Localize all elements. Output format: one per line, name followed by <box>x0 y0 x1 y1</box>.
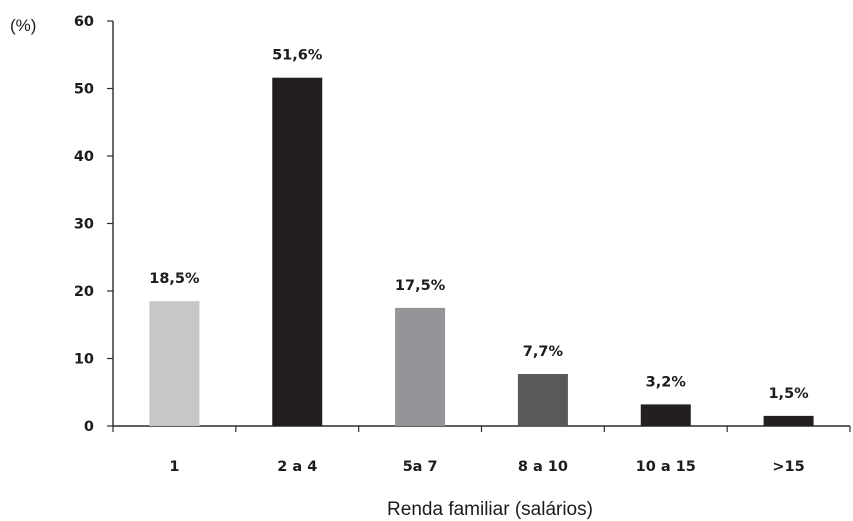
y-axis-unit-label: (%) <box>10 16 36 35</box>
y-tick-label: 40 <box>74 149 94 165</box>
x-axis-title: Renda familiar (salários) <box>387 499 593 520</box>
data-label: 3,2% <box>646 374 687 390</box>
bar <box>763 415 814 426</box>
y-tick-label: 60 <box>74 14 94 30</box>
y-tick-label: 30 <box>74 217 94 233</box>
data-label: 18,5% <box>149 271 200 287</box>
data-label: 17,5% <box>395 278 446 294</box>
y-tick-label: 10 <box>74 352 94 368</box>
bar <box>272 77 323 426</box>
bar <box>517 374 568 426</box>
bar <box>395 307 446 426</box>
x-tick-label: >15 <box>772 459 804 475</box>
y-tick-label: 0 <box>84 419 94 435</box>
bar <box>640 404 691 426</box>
data-label: 51,6% <box>272 48 323 64</box>
y-tick-label: 50 <box>74 82 94 98</box>
x-tick-label: 1 <box>169 459 179 475</box>
y-axis: 0 10 20 30 40 50 60 <box>74 14 114 435</box>
bar <box>149 301 200 426</box>
data-label: 1,5% <box>768 386 809 402</box>
data-labels: 18,5% 51,6% 17,5% 7,7% 3,2% 1,5% <box>149 48 809 402</box>
x-axis: 1 2 a 4 5a 7 8 a 10 10 a 15 >15 <box>112 425 851 475</box>
x-tick-label: 2 a 4 <box>277 459 317 475</box>
y-tick-label: 20 <box>74 284 94 300</box>
x-tick-label: 5a 7 <box>403 459 438 475</box>
data-label: 7,7% <box>523 344 564 360</box>
x-tick-label: 8 a 10 <box>518 459 568 475</box>
x-tick-label: 10 a 15 <box>636 459 696 475</box>
bars <box>149 77 814 426</box>
